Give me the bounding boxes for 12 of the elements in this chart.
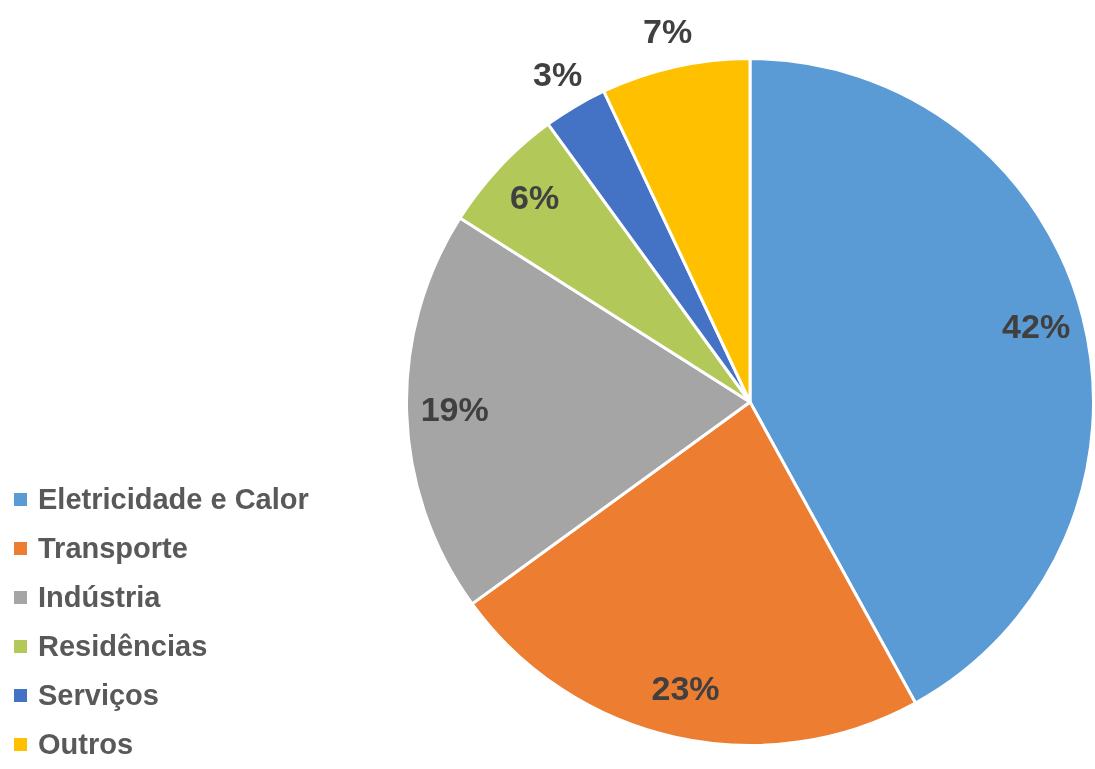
- data-label: 3%: [533, 55, 583, 94]
- data-label: 19%: [420, 389, 489, 428]
- data-label: 6%: [510, 178, 560, 217]
- legend-label: Residências: [38, 630, 208, 663]
- legend-label: Eletricidade e Calor: [38, 483, 309, 516]
- legend-label: Indústria: [38, 581, 161, 614]
- data-label: 23%: [651, 668, 720, 707]
- data-label: 42%: [1002, 306, 1071, 345]
- data-label: 7%: [643, 11, 693, 50]
- legend-label: Outros: [38, 728, 134, 761]
- legend-label: Serviços: [38, 679, 159, 712]
- legend-label: Transporte: [38, 532, 188, 565]
